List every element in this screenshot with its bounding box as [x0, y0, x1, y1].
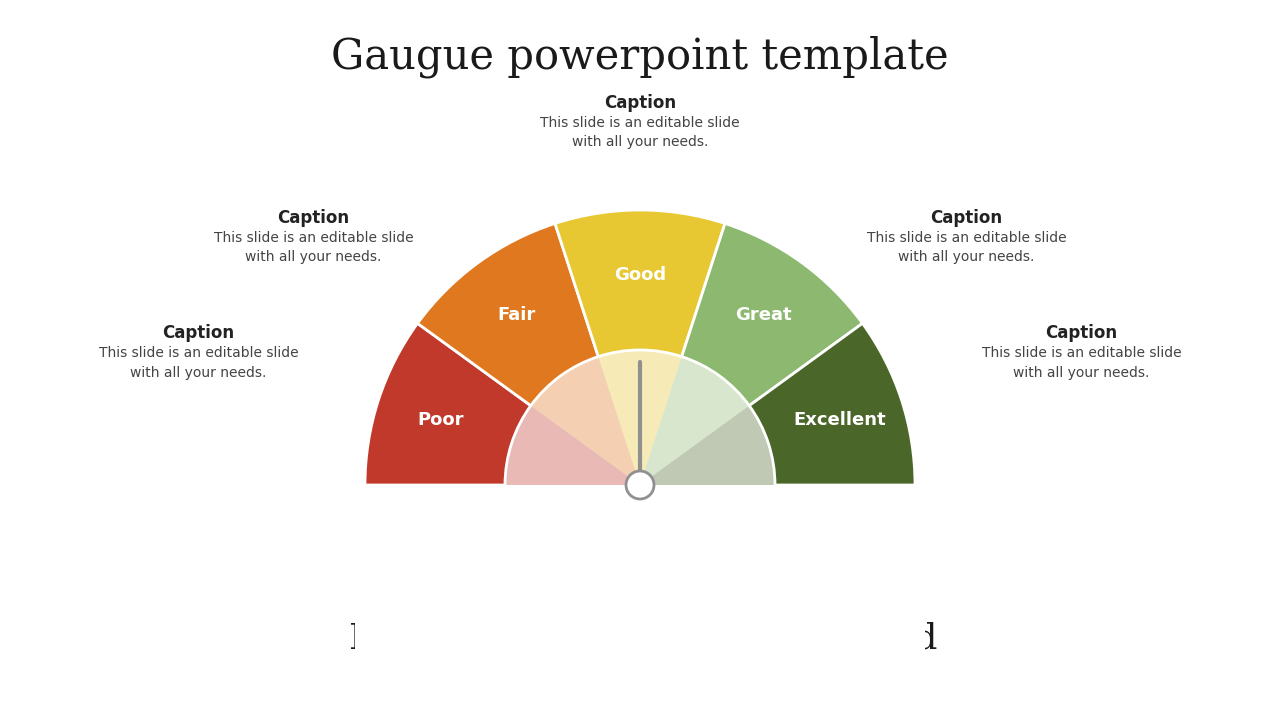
Text: Excellent: Excellent [794, 411, 886, 429]
Text: Good: Good [842, 621, 937, 655]
Text: This slide is an editable slide
with all your needs.: This slide is an editable slide with all… [540, 116, 740, 149]
Wedge shape [682, 223, 863, 405]
Text: This slide is an editable slide
with all your needs.: This slide is an editable slide with all… [214, 231, 413, 264]
Text: Caption: Caption [278, 209, 349, 227]
Wedge shape [531, 356, 640, 485]
Text: Poor: Poor [417, 411, 463, 429]
Text: This slide is an editable slide
with all your needs.: This slide is an editable slide with all… [99, 346, 298, 379]
Wedge shape [749, 323, 915, 485]
Wedge shape [640, 405, 774, 485]
Wedge shape [365, 323, 531, 485]
Text: Gaugue powerpoint template: Gaugue powerpoint template [332, 35, 948, 78]
Text: Fair: Fair [498, 306, 536, 324]
Wedge shape [640, 356, 749, 485]
Text: Caption: Caption [163, 324, 234, 342]
Text: Great: Great [735, 306, 792, 324]
Text: Poor: Poor [348, 621, 433, 655]
Wedge shape [417, 223, 598, 405]
Wedge shape [556, 210, 724, 356]
Circle shape [626, 471, 654, 499]
Bar [355, 485, 925, 720]
Text: This slide is an editable slide
with all your needs.: This slide is an editable slide with all… [982, 346, 1181, 379]
Wedge shape [598, 350, 682, 485]
Text: Good: Good [614, 266, 666, 284]
Text: Caption: Caption [1046, 324, 1117, 342]
Text: This slide is an editable slide
with all your needs.: This slide is an editable slide with all… [867, 231, 1066, 264]
Text: Caption: Caption [931, 209, 1002, 227]
Text: Caption: Caption [604, 94, 676, 112]
Wedge shape [506, 405, 640, 485]
